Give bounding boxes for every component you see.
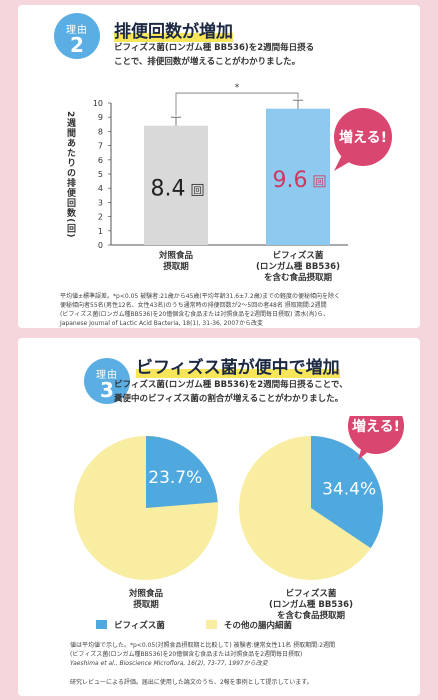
pie-slice-bifido [146, 436, 218, 508]
pie-value-label: 23.7% [148, 468, 202, 488]
y-tick-label: 0 [98, 241, 103, 250]
section-description: ビフィズス菌(ロンガム種 BB536)を2週間毎日摂る ことで、排便回数が増える… [114, 43, 315, 67]
section-card-1: 理由 2 排便回数が増加 ビフィズス菌(ロンガム種 BB536)を2週間毎日摂る… [18, 5, 420, 328]
legend-swatch-other [206, 620, 217, 629]
reason-badge-2: 理由 2 [54, 13, 100, 59]
significance-bracket [175, 92, 299, 116]
section-card-2: 理由 3 ビフィズス菌が便中で増加 ビフィズス菌(ロンガム種 BB536)を2週… [18, 338, 420, 696]
legend-label-bifido: ビフィズス菌 [114, 620, 165, 631]
bar-value-label: 8.4 [151, 176, 186, 201]
unit-box [191, 183, 204, 196]
pie-category-label: 対照食品 [128, 588, 164, 599]
section-description: ビフィズス菌(ロンガム種 BB536)を2週間毎日摂ることで、 糞便中のビフィズ… [114, 380, 348, 404]
y-tick-label: 1 [98, 227, 103, 236]
significance-mark: * [235, 83, 240, 93]
badge-number: 2 [70, 33, 84, 57]
callout-text: 増える! [352, 418, 400, 435]
bar [266, 108, 330, 246]
legend-swatch-bifido [96, 620, 107, 629]
category-label: を含む食品摂取期 [264, 272, 333, 283]
y-tick-label: 2 [98, 213, 103, 222]
footer-note: 研究レビューによる評価。届出に使用した論文のうち、2報を事例として提示しています… [70, 679, 313, 686]
legend-label-other: その他の腸内細菌 [224, 620, 293, 631]
y-tick-label: 5 [98, 170, 103, 179]
y-tick-label: 6 [98, 156, 103, 165]
y-tick-label: 3 [98, 198, 103, 207]
y-tick-label: 8 [98, 127, 103, 136]
pie-category-label: (ロンガム種 BB536) [269, 599, 353, 610]
callout-tail [358, 446, 370, 460]
category-label: 対照食品 [158, 250, 194, 261]
pie-category-label: ビフィズス菌 [286, 588, 337, 599]
pie-value-label: 34.4% [322, 480, 376, 500]
callout-circle [334, 108, 392, 166]
y-tick-label: 9 [98, 113, 103, 122]
callout-text: 増える! [339, 129, 387, 146]
unit-label: 回 [316, 177, 324, 186]
section-title: ビフィズス菌が便中で増加 [136, 358, 340, 378]
y-tick-label: 7 [98, 142, 103, 151]
y-axis-label: 2週間あたりの排便回数(回) [65, 111, 76, 239]
pie-category-label: を含む食品摂取期 [277, 610, 346, 621]
badge-number: 3 [100, 378, 114, 402]
footnote: 平均値±標準誤差。*p<0.05 被験者:21歳から45歳(平均年齢31.6±7… [60, 293, 341, 327]
footnote: 値は平均値で示した。*p<0.05(対照食品摂取期と比較して) 被験者:健常女性… [70, 642, 336, 667]
unit-box [313, 175, 326, 188]
section-title: 排便回数が増加 [114, 22, 233, 42]
pie-category-label: 摂取期 [133, 599, 159, 610]
pie-slice-bifido [311, 436, 383, 549]
category-label: (ロンガム種 BB536) [256, 261, 340, 272]
y-tick-label: 4 [98, 184, 103, 193]
reason-badge-3: 理由 3 [84, 358, 130, 404]
badge-label: 理由 [66, 25, 88, 36]
y-tick-label: 10 [93, 99, 103, 108]
unit-label: 回 [194, 186, 202, 195]
callout-tail [334, 155, 351, 171]
bar-value-label: 9.6 [273, 168, 308, 193]
category-label: 摂取期 [163, 261, 189, 272]
badge-label: 理由 [96, 370, 118, 381]
category-label: ビフィズス菌 [273, 250, 324, 261]
bar [144, 125, 208, 245]
callout-circle [348, 416, 404, 454]
